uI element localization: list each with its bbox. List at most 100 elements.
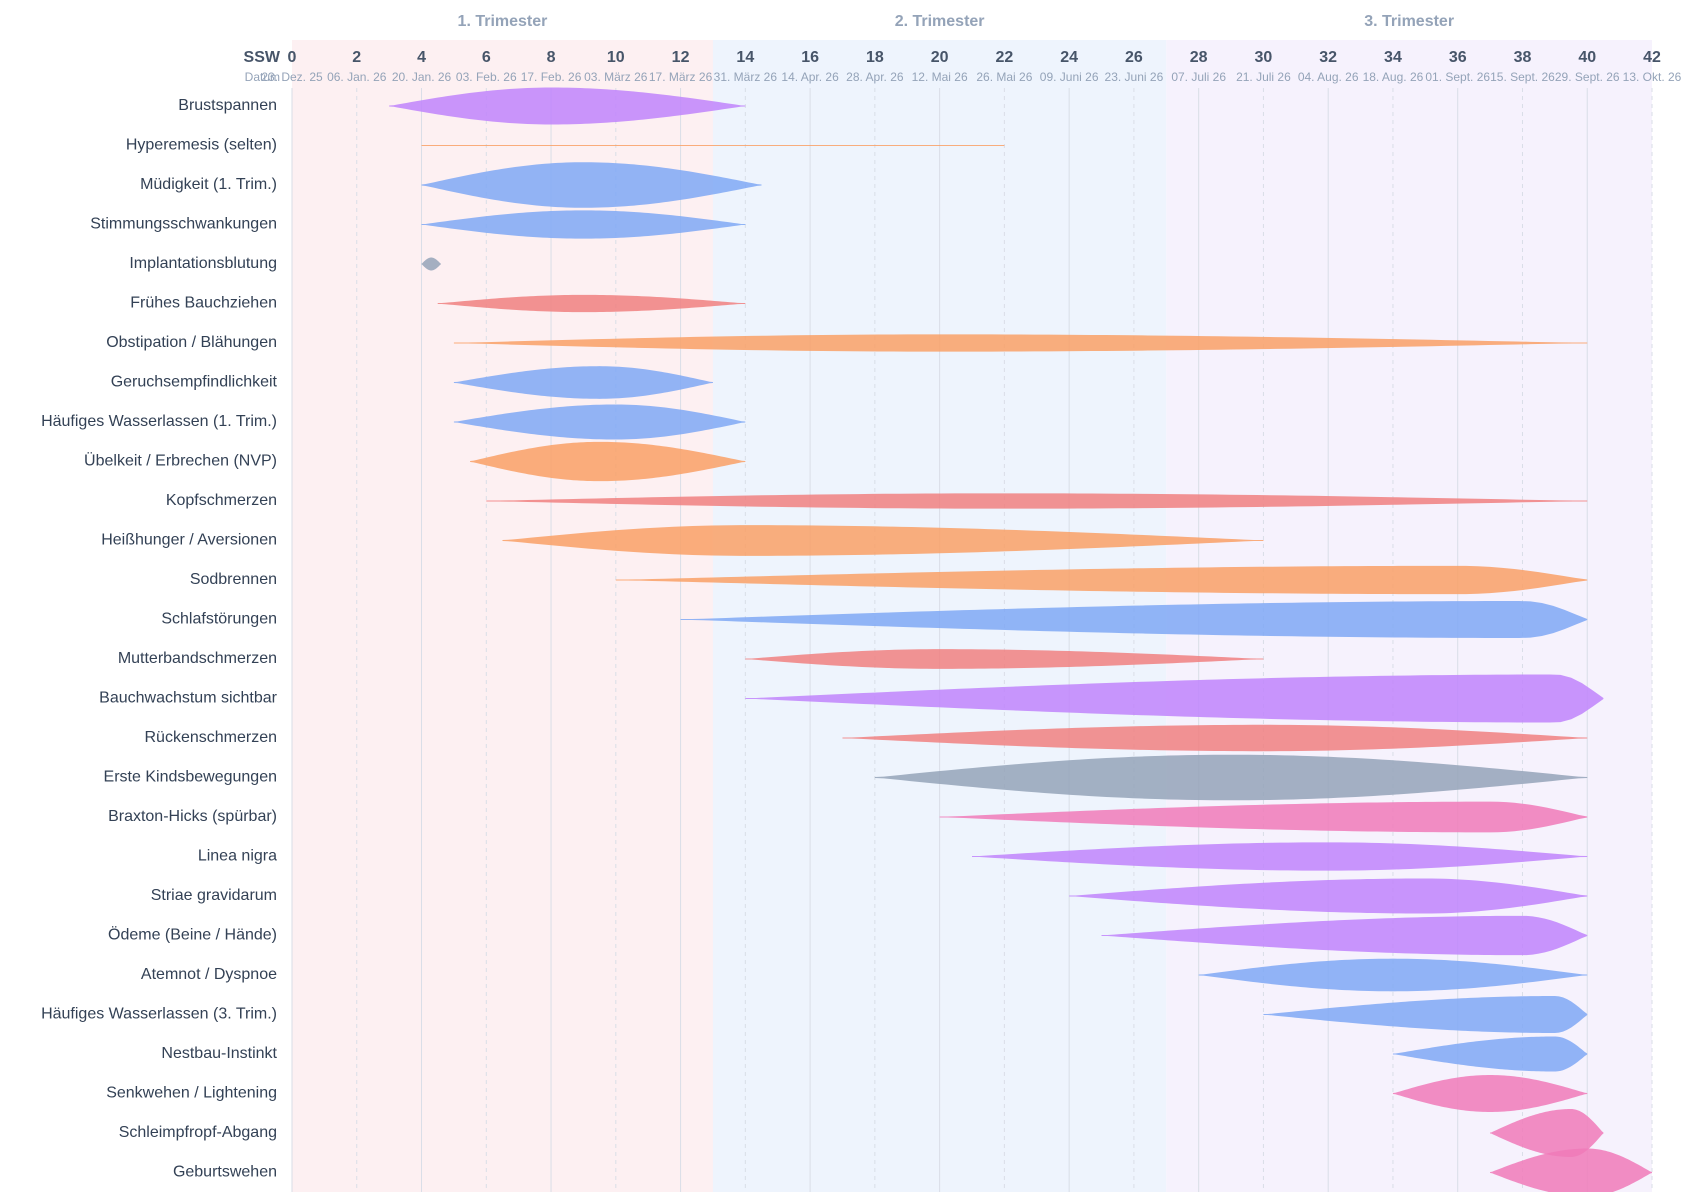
x-tick-label: 8 [547,49,556,66]
row-label: Ödeme (Beine / Hände) [108,926,277,944]
row-label: Hyperemesis (selten) [126,137,277,154]
date-tick-label: 21. Juli 26 [1236,70,1291,84]
row-label: Stimmungsschwankungen [90,216,277,233]
row-label: Schleimpfropf-Abgang [119,1124,277,1141]
row-label: Bauchwachstum sichtbar [99,690,278,707]
row-label: Häufiges Wasserlassen (1. Trim.) [41,413,277,430]
symptom-range [1392,1075,1588,1112]
symptom-range [453,366,713,399]
symptom-range [421,162,762,208]
symptom-range [745,649,1264,669]
symptom-range [453,404,746,440]
symptom-range [1263,996,1588,1033]
row-label: Brustspannen [178,97,277,114]
x-tick-label: 42 [1643,49,1661,66]
date-tick-label: 15. Sept. 26 [1490,70,1555,84]
symptom-range [1490,1148,1652,1192]
x-tick-label: 24 [1060,49,1078,66]
x-tick-label: 26 [1125,49,1143,66]
row-label: Braxton-Hicks (spürbar) [108,808,277,825]
x-tick-label: 22 [995,49,1013,66]
symptom-range [421,210,746,239]
date-tick-label: 03. Feb. 26 [456,70,517,84]
symptom-range [421,145,1005,146]
date-tick-label: 23. Juni 26 [1105,70,1164,84]
row-label: Müdigkeit (1. Trim.) [140,176,277,193]
x-tick-label: 10 [607,49,625,66]
date-tick-label: 28. Apr. 26 [846,70,904,84]
x-tick-label: 34 [1384,49,1402,66]
symptom-range [842,724,1588,752]
x-tick-label: 4 [417,49,426,66]
row-label: Striae gravidarum [151,887,277,904]
symptom-range [421,257,441,271]
symptom-range [615,565,1588,595]
x-tick-label: 2 [352,49,361,66]
row-label: Linea nigra [198,848,277,865]
date-tick-label: 12. Mai 26 [912,70,968,84]
symptom-range [939,801,1588,833]
x-tick-label: 12 [672,49,690,66]
date-tick-label: 17. März 26 [649,70,713,84]
symptom-range [874,754,1588,801]
row-label: Atemnot / Dyspnoe [141,966,277,983]
symptom-range [1490,1109,1604,1157]
symptom-range [1198,958,1588,992]
row-label: Schlafstörungen [161,611,277,628]
row-label: Heißhunger / Aversionen [101,532,277,549]
symptom-range [389,87,746,125]
date-tick-label: 26. Mai 26 [976,70,1032,84]
date-tick-label: 31. März 26 [714,70,778,84]
x-tick-label: 36 [1449,49,1467,66]
date-tick-label: 03. März 26 [584,70,648,84]
x-tick-label: 0 [288,49,297,66]
trimester-label: 3. Trimester [1364,13,1454,30]
row-label: Implantationsblutung [129,255,277,272]
symptom-range [470,441,746,482]
x-tick-label: 38 [1514,49,1532,66]
symptom-range [680,601,1588,638]
date-tick-label: 01. Sept. 26 [1425,70,1490,84]
x-axis-label: SSW [244,49,281,66]
row-label: Rückenschmerzen [145,729,278,746]
date-tick-label: 04. Aug. 26 [1298,70,1359,84]
row-label: Nestbau-Instinkt [161,1045,277,1062]
row-label: Sodbrennen [190,571,277,588]
row-label: Obstipation / Blähungen [106,334,277,351]
x-tick-label: 14 [736,49,754,66]
date-tick-label: 09. Juni 26 [1040,70,1099,84]
symptom-range [502,525,1264,556]
date-tick-label: 17. Feb. 26 [521,70,582,84]
x-tick-label: 32 [1319,49,1337,66]
row-label: Geburtswehen [173,1164,277,1181]
trimester-label: 1. Trimester [458,13,548,30]
symptom-range [1101,915,1588,956]
x-tick-label: 28 [1190,49,1208,66]
date-tick-label: 20. Jan. 26 [392,70,452,84]
trimester-band [292,40,713,1192]
date-tick-label: 06. Jan. 26 [327,70,387,84]
row-label: Frühes Bauchziehen [130,295,277,312]
x-tick-label: 16 [801,49,819,66]
date-tick-label: 07. Juli 26 [1171,70,1226,84]
date-tick-label: 18. Aug. 26 [1363,70,1424,84]
row-label: Übelkeit / Erbrechen (NVP) [84,452,277,470]
row-label: Kopfschmerzen [166,492,277,509]
x-tick-label: 6 [482,49,491,66]
row-label: Häufiges Wasserlassen (3. Trim.) [41,1006,277,1023]
x-tick-label: 30 [1255,49,1273,66]
symptom-range [1392,1036,1588,1072]
row-label: Mutterbandschmerzen [118,650,277,667]
x-tick-label: 40 [1578,49,1596,66]
date-tick-label: 13. Okt. 26 [1623,70,1682,84]
date-tick-label: 29. Sept. 26 [1555,70,1620,84]
symptom-range [486,493,1588,509]
row-label: Senkwehen / Lightening [106,1085,277,1102]
symptom-range [972,842,1588,871]
date-tick-label: 14. Apr. 26 [781,70,839,84]
symptom-range [1069,878,1588,914]
row-label: Erste Kindsbewegungen [104,769,277,786]
x-tick-label: 18 [866,49,884,66]
